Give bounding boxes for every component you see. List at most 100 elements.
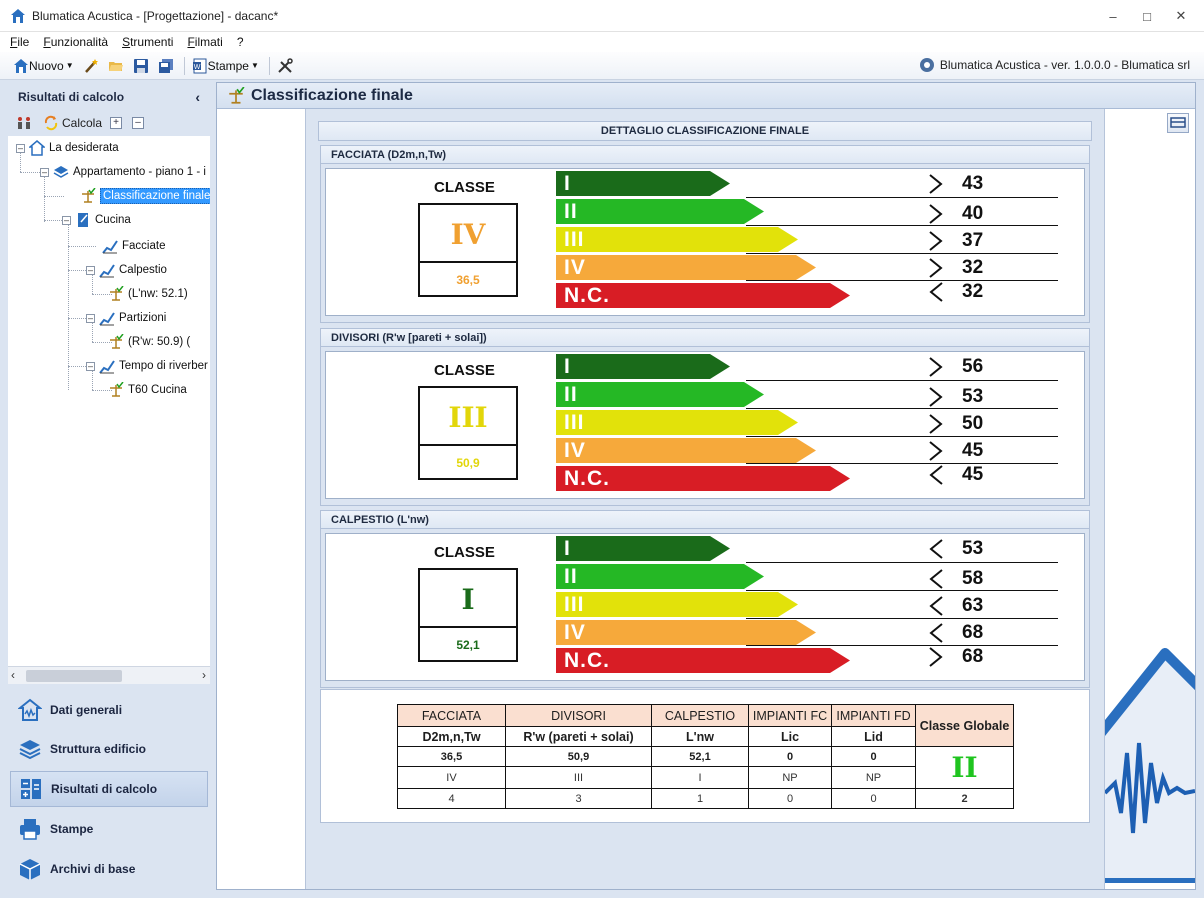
threshold-line bbox=[746, 280, 1058, 281]
header-divisori: DIVISORI bbox=[505, 704, 652, 727]
tree-node-cucina[interactable]: – Cucina bbox=[62, 213, 131, 227]
layout-toggle-button[interactable] bbox=[1167, 113, 1189, 133]
collapse-toggle-icon[interactable]: – bbox=[86, 360, 95, 371]
main-panel-header: Classificazione finale bbox=[217, 83, 1195, 109]
tree-node-calpestio-result[interactable]: (L'nw: 52.1) bbox=[108, 284, 188, 304]
nav-dati-generali[interactable]: Dati generali bbox=[10, 692, 208, 728]
sub-divisori: R'w (pareti + solai) bbox=[505, 726, 652, 747]
chevron-left-icon bbox=[929, 465, 943, 485]
bar-label: II bbox=[564, 383, 578, 406]
calcola-button[interactable]: Calcola bbox=[43, 115, 102, 131]
energy-bar-1: I bbox=[556, 536, 730, 561]
menu-strumenti[interactable]: Strumenti bbox=[122, 35, 174, 49]
energy-bar-4: IV bbox=[556, 620, 816, 645]
collapse-toggle-icon[interactable]: – bbox=[40, 166, 49, 177]
tree-node-la-desiderata[interactable]: – La desiderata bbox=[16, 140, 119, 156]
minimize-button[interactable]: – bbox=[1109, 8, 1117, 24]
classe-label: CLASSE bbox=[434, 362, 495, 379]
threshold-line bbox=[746, 225, 1058, 226]
people-tree-icon bbox=[18, 117, 30, 129]
menu-file[interactable]: File bbox=[10, 35, 30, 49]
collapse-toggle-icon[interactable]: – bbox=[86, 264, 95, 275]
threshold-value: 37 bbox=[962, 230, 984, 251]
tree-options-button[interactable] bbox=[16, 115, 35, 131]
global-class: II bbox=[915, 746, 1014, 789]
threshold-line bbox=[746, 645, 1058, 646]
collapse-panel-icon[interactable]: ‹ bbox=[195, 89, 200, 105]
maximize-button[interactable]: □ bbox=[1143, 8, 1151, 24]
page-title: Classificazione finale bbox=[251, 86, 413, 104]
nuovo-button[interactable]: Nuovo ▼ bbox=[10, 55, 77, 77]
chevron-right-icon bbox=[929, 357, 943, 377]
threshold-value: 32 bbox=[962, 257, 984, 278]
expand-all-button[interactable]: + bbox=[110, 117, 123, 129]
group-facciata: FACCIATA (D2m,n,Tw) CLASSE IV 36,5 I II III IV… bbox=[320, 145, 1090, 323]
energy-bar-3: III bbox=[556, 592, 798, 617]
class-calpestio: I bbox=[651, 766, 749, 789]
scroll-left-icon[interactable]: ‹ bbox=[11, 668, 15, 682]
tree-node-calpestio[interactable]: – Calpestio bbox=[86, 264, 167, 278]
scrollbar-thumb[interactable] bbox=[26, 670, 122, 682]
tree-node-t60-cucina[interactable]: T60 Cucina bbox=[108, 380, 187, 400]
energy-bar-2: II bbox=[556, 382, 764, 407]
menu-help[interactable]: ? bbox=[236, 35, 244, 49]
save-button[interactable] bbox=[130, 55, 152, 77]
toolbar: Nuovo ▼ W Stampe ▼ Blumatica Acustica - ve… bbox=[0, 52, 1204, 80]
app-house-icon bbox=[11, 8, 25, 23]
wizard-button[interactable] bbox=[80, 55, 102, 77]
save-all-button[interactable] bbox=[155, 55, 177, 77]
collapse-toggle-icon[interactable]: – bbox=[16, 142, 25, 153]
tree-node-partizioni-result[interactable]: (R'w: 50.9) ( bbox=[108, 332, 190, 352]
threshold-line bbox=[746, 408, 1058, 409]
left-panel-header: Risultati di calcolo ‹ bbox=[8, 84, 210, 110]
tree-node-facciate[interactable]: Facciate bbox=[102, 236, 165, 256]
classification-content: DETTAGLIO CLASSIFICAZIONE FINALE FACCIAT… bbox=[305, 109, 1105, 889]
tools-button[interactable] bbox=[274, 55, 296, 77]
class-value: 36,5 bbox=[456, 273, 480, 287]
tree-node-tempo-riverberazione[interactable]: – Tempo di riverber bbox=[86, 360, 208, 374]
number-impianti-fc: 0 bbox=[748, 788, 832, 809]
tree-node-appartamento[interactable]: – Appartamento - piano 1 - i bbox=[40, 166, 206, 178]
nav-risultati-di-calcolo[interactable]: Risultati di calcolo bbox=[10, 771, 208, 807]
collapse-toggle-icon[interactable]: – bbox=[62, 214, 71, 225]
chart-rising-icon bbox=[99, 264, 115, 278]
house-wave-icon bbox=[18, 698, 42, 721]
nav-archivi-di-base[interactable]: Archivi di base bbox=[10, 851, 208, 887]
sub-impianti-fc: Lic bbox=[748, 726, 832, 747]
tree-horizontal-scrollbar[interactable]: ‹ › bbox=[8, 666, 210, 684]
collapse-all-button[interactable]: – bbox=[132, 117, 145, 129]
energy-bar-3: III bbox=[556, 227, 798, 252]
tree-node-classificazione-finale[interactable]: Classificazione finale bbox=[80, 186, 210, 206]
number-impianti-fd: 0 bbox=[831, 788, 916, 809]
number-facciata: 4 bbox=[397, 788, 506, 809]
bar-label: IV bbox=[564, 256, 586, 279]
threshold-value: 63 bbox=[962, 595, 984, 616]
nav-stampe[interactable]: Stampe bbox=[10, 811, 208, 847]
threshold-value: 58 bbox=[962, 568, 984, 589]
collapse-toggle-icon[interactable]: – bbox=[86, 312, 95, 323]
sound-wave-decoration-icon bbox=[1105, 643, 1195, 883]
menu-bar: File Funzionalità Strumenti Filmati ? bbox=[0, 32, 1204, 52]
scroll-right-icon[interactable]: › bbox=[202, 668, 206, 682]
class-roman: I bbox=[420, 570, 516, 628]
class-roman: III bbox=[420, 388, 516, 446]
archive-box-icon bbox=[19, 859, 41, 880]
results-tree: – La desiderata – Appartamento - piano 1… bbox=[8, 136, 210, 666]
detail-title: DETTAGLIO CLASSIFICAZIONE FINALE bbox=[318, 121, 1092, 141]
menu-funzionalita[interactable]: Funzionalità bbox=[43, 35, 109, 49]
menu-filmati[interactable]: Filmati bbox=[187, 35, 223, 49]
layers-icon bbox=[19, 740, 41, 760]
tree-node-partizioni[interactable]: – Partizioni bbox=[86, 312, 167, 326]
energy-bar-1: I bbox=[556, 354, 730, 379]
chart-rising-icon bbox=[99, 360, 115, 374]
nav-struttura-edificio[interactable]: Struttura edificio bbox=[10, 731, 208, 767]
stampe-button[interactable]: W Stampe ▼ bbox=[192, 58, 259, 73]
house-icon bbox=[29, 140, 45, 156]
open-button[interactable] bbox=[105, 55, 127, 77]
bar-label: I bbox=[564, 355, 571, 378]
close-button[interactable]: ✕ bbox=[1175, 8, 1187, 23]
value-impianti-fc: 0 bbox=[748, 746, 832, 767]
word-document-icon: W bbox=[192, 58, 207, 73]
chevron-right-icon bbox=[929, 174, 943, 194]
bar-label: II bbox=[564, 565, 578, 588]
